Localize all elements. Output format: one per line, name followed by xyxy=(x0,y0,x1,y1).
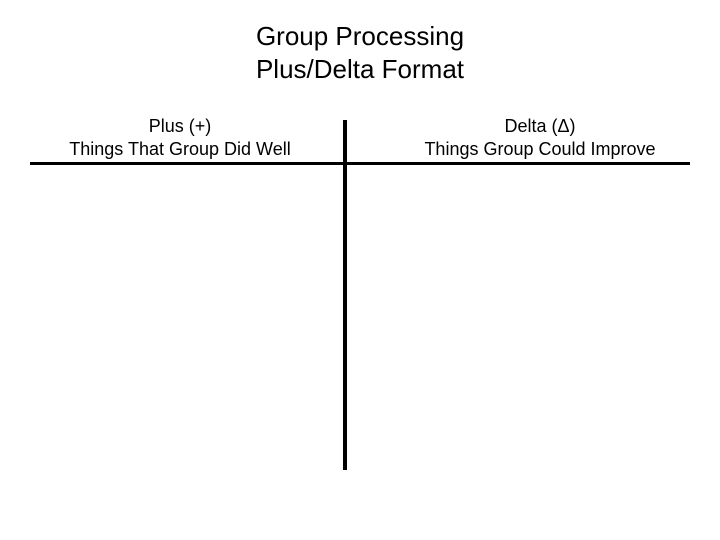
plus-column-header: Plus (+) Things That Group Did Well xyxy=(0,115,360,160)
column-headers: Plus (+) Things That Group Did Well Delt… xyxy=(0,115,720,160)
title-line-2: Plus/Delta Format xyxy=(0,53,720,86)
title-line-1: Group Processing xyxy=(0,20,720,53)
horizontal-divider xyxy=(30,162,690,165)
title-block: Group Processing Plus/Delta Format xyxy=(0,20,720,85)
delta-column-header: Delta (Δ) Things Group Could Improve xyxy=(360,115,720,160)
vertical-divider xyxy=(343,120,347,470)
plus-header-line-2: Things That Group Did Well xyxy=(20,138,340,161)
delta-header-line-1: Delta (Δ) xyxy=(380,115,700,138)
delta-header-line-2: Things Group Could Improve xyxy=(380,138,700,161)
plus-header-line-1: Plus (+) xyxy=(20,115,340,138)
